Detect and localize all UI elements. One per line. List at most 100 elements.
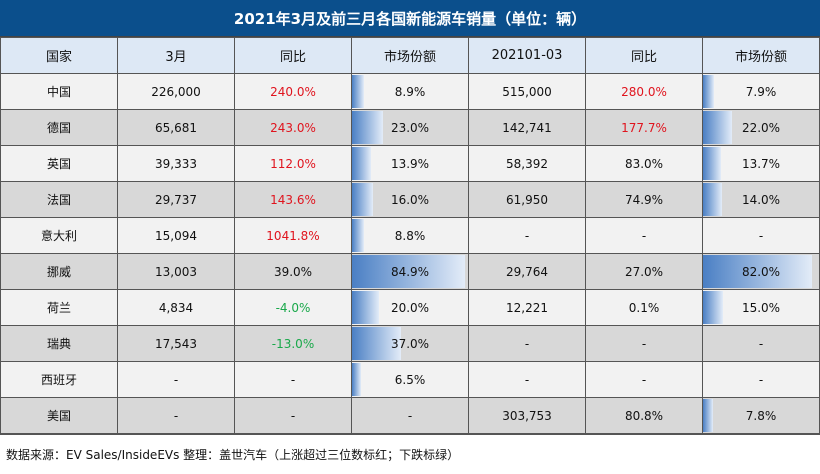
share-value: - xyxy=(407,408,413,423)
share-value: 20.0% xyxy=(390,300,430,315)
share-value: 13.7% xyxy=(741,156,781,171)
share-value: 22.0% xyxy=(741,120,781,135)
cell-mar: 29,737 xyxy=(117,181,235,218)
cell-share1: 13.9% xyxy=(351,145,469,182)
column-header: 市场份额 xyxy=(351,37,469,74)
share-value: - xyxy=(758,228,764,243)
share-data-bar xyxy=(703,183,722,216)
cell-yoy2: - xyxy=(585,361,703,398)
cell-mar: 17,543 xyxy=(117,325,235,362)
column-header: 市场份额 xyxy=(702,37,820,74)
cell-mar: - xyxy=(117,361,235,398)
cell-mar: 4,834 xyxy=(117,289,235,326)
cell-share1: 6.5% xyxy=(351,361,469,398)
cell-share2: 7.8% xyxy=(702,397,820,434)
share-value: 13.9% xyxy=(390,156,430,171)
cell-yoy1: - xyxy=(234,361,352,398)
cell-share1: 8.9% xyxy=(351,73,469,110)
table-row: 荷兰 4,834 -4.0% 20.0% 12,221 0.1% 15.0% xyxy=(0,289,820,326)
cell-share1: 37.0% xyxy=(351,325,469,362)
cell-q1: 29,764 xyxy=(468,253,586,290)
share-value: 7.8% xyxy=(745,408,777,423)
share-value: 16.0% xyxy=(390,192,430,207)
share-data-bar xyxy=(352,363,361,396)
cell-country: 英国 xyxy=(0,145,118,182)
cell-yoy1: 243.0% xyxy=(234,109,352,146)
table-row: 西班牙 - -6.5% - - - xyxy=(0,361,820,398)
share-value: 8.9% xyxy=(394,84,426,99)
column-header: 3月 xyxy=(117,37,235,74)
table-row: 意大利 15,094 1041.8% 8.8% - - - xyxy=(0,217,820,254)
column-header: 国家 xyxy=(0,37,118,74)
cell-country: 德国 xyxy=(0,109,118,146)
cell-q1: 61,950 xyxy=(468,181,586,218)
cell-yoy2: - xyxy=(585,325,703,362)
table-row: 英国 39,333 112.0% 13.9% 58,392 83.0% 13.7% xyxy=(0,145,820,182)
cell-share1: 23.0% xyxy=(351,109,469,146)
share-data-bar xyxy=(703,255,813,288)
share-data-bar xyxy=(703,147,722,180)
table-title: 2021年3月及前三月各国新能源车销量（单位：辆） xyxy=(0,0,820,37)
cell-yoy2: - xyxy=(585,217,703,254)
cell-mar: 65,681 xyxy=(117,109,235,146)
share-data-bar xyxy=(703,75,714,108)
cell-country: 荷兰 xyxy=(0,289,118,326)
table-row: 美国 - - -303,753 80.8% 7.8% xyxy=(0,397,820,434)
cell-share2: 13.7% xyxy=(702,145,820,182)
share-data-bar xyxy=(703,399,714,432)
share-value: 84.9% xyxy=(390,264,430,279)
cell-yoy2: 83.0% xyxy=(585,145,703,182)
cell-q1: 303,753 xyxy=(468,397,586,434)
share-value: 82.0% xyxy=(741,264,781,279)
table-row: 法国 29,737 143.6% 16.0% 61,950 74.9% 14.0% xyxy=(0,181,820,218)
cell-yoy2: 0.1% xyxy=(585,289,703,326)
cell-country: 瑞典 xyxy=(0,325,118,362)
share-data-bar xyxy=(352,219,364,252)
share-data-bar xyxy=(352,75,364,108)
cell-mar: 15,094 xyxy=(117,217,235,254)
cell-share2: 82.0% xyxy=(702,253,820,290)
share-value: 37.0% xyxy=(390,336,430,351)
cell-share1: 8.8% xyxy=(351,217,469,254)
cell-share1: 84.9% xyxy=(351,253,469,290)
cell-country: 法国 xyxy=(0,181,118,218)
cell-share1: 16.0% xyxy=(351,181,469,218)
cell-mar: - xyxy=(117,397,235,434)
share-data-bar xyxy=(352,147,371,180)
cell-q1: 12,221 xyxy=(468,289,586,326)
share-value: 23.0% xyxy=(390,120,430,135)
cell-yoy1: - xyxy=(234,397,352,434)
cell-yoy2: 74.9% xyxy=(585,181,703,218)
cell-share2: 14.0% xyxy=(702,181,820,218)
cell-country: 意大利 xyxy=(0,217,118,254)
cell-q1: - xyxy=(468,325,586,362)
cell-country: 美国 xyxy=(0,397,118,434)
share-value: - xyxy=(758,336,764,351)
column-header: 同比 xyxy=(585,37,703,74)
cell-yoy1: 39.0% xyxy=(234,253,352,290)
share-data-bar xyxy=(352,111,383,144)
cell-yoy2: 177.7% xyxy=(585,109,703,146)
header-row: 国家 3月 同比 市场份额 202101-03 同比 市场份额 xyxy=(0,37,820,74)
cell-q1: 58,392 xyxy=(468,145,586,182)
column-header: 同比 xyxy=(234,37,352,74)
table-row: 中国 226,000 240.0% 8.9% 515,000 280.0% 7.9% xyxy=(0,73,820,110)
column-header: 202101-03 xyxy=(468,37,586,74)
source-note: 数据来源：EV Sales/InsideEVs 整理：盖世汽车（上涨超过三位数标… xyxy=(0,434,820,474)
cell-yoy2: 27.0% xyxy=(585,253,703,290)
cell-yoy1: -4.0% xyxy=(234,289,352,326)
cell-yoy2: 80.8% xyxy=(585,397,703,434)
cell-share1: 20.0% xyxy=(351,289,469,326)
cell-mar: 13,003 xyxy=(117,253,235,290)
cell-q1: - xyxy=(468,361,586,398)
cell-yoy1: 143.6% xyxy=(234,181,352,218)
cell-country: 西班牙 xyxy=(0,361,118,398)
cell-q1: 142,741 xyxy=(468,109,586,146)
cell-country: 中国 xyxy=(0,73,118,110)
cell-share1: - xyxy=(351,397,469,434)
table-row: 瑞典 17,543 -13.0% 37.0% - - - xyxy=(0,325,820,362)
cell-yoy1: 1041.8% xyxy=(234,217,352,254)
sales-table: 国家 3月 同比 市场份额 202101-03 同比 市场份额 中国 226,000 240.0… xyxy=(0,37,820,434)
share-value: 14.0% xyxy=(741,192,781,207)
cell-q1: 515,000 xyxy=(468,73,586,110)
